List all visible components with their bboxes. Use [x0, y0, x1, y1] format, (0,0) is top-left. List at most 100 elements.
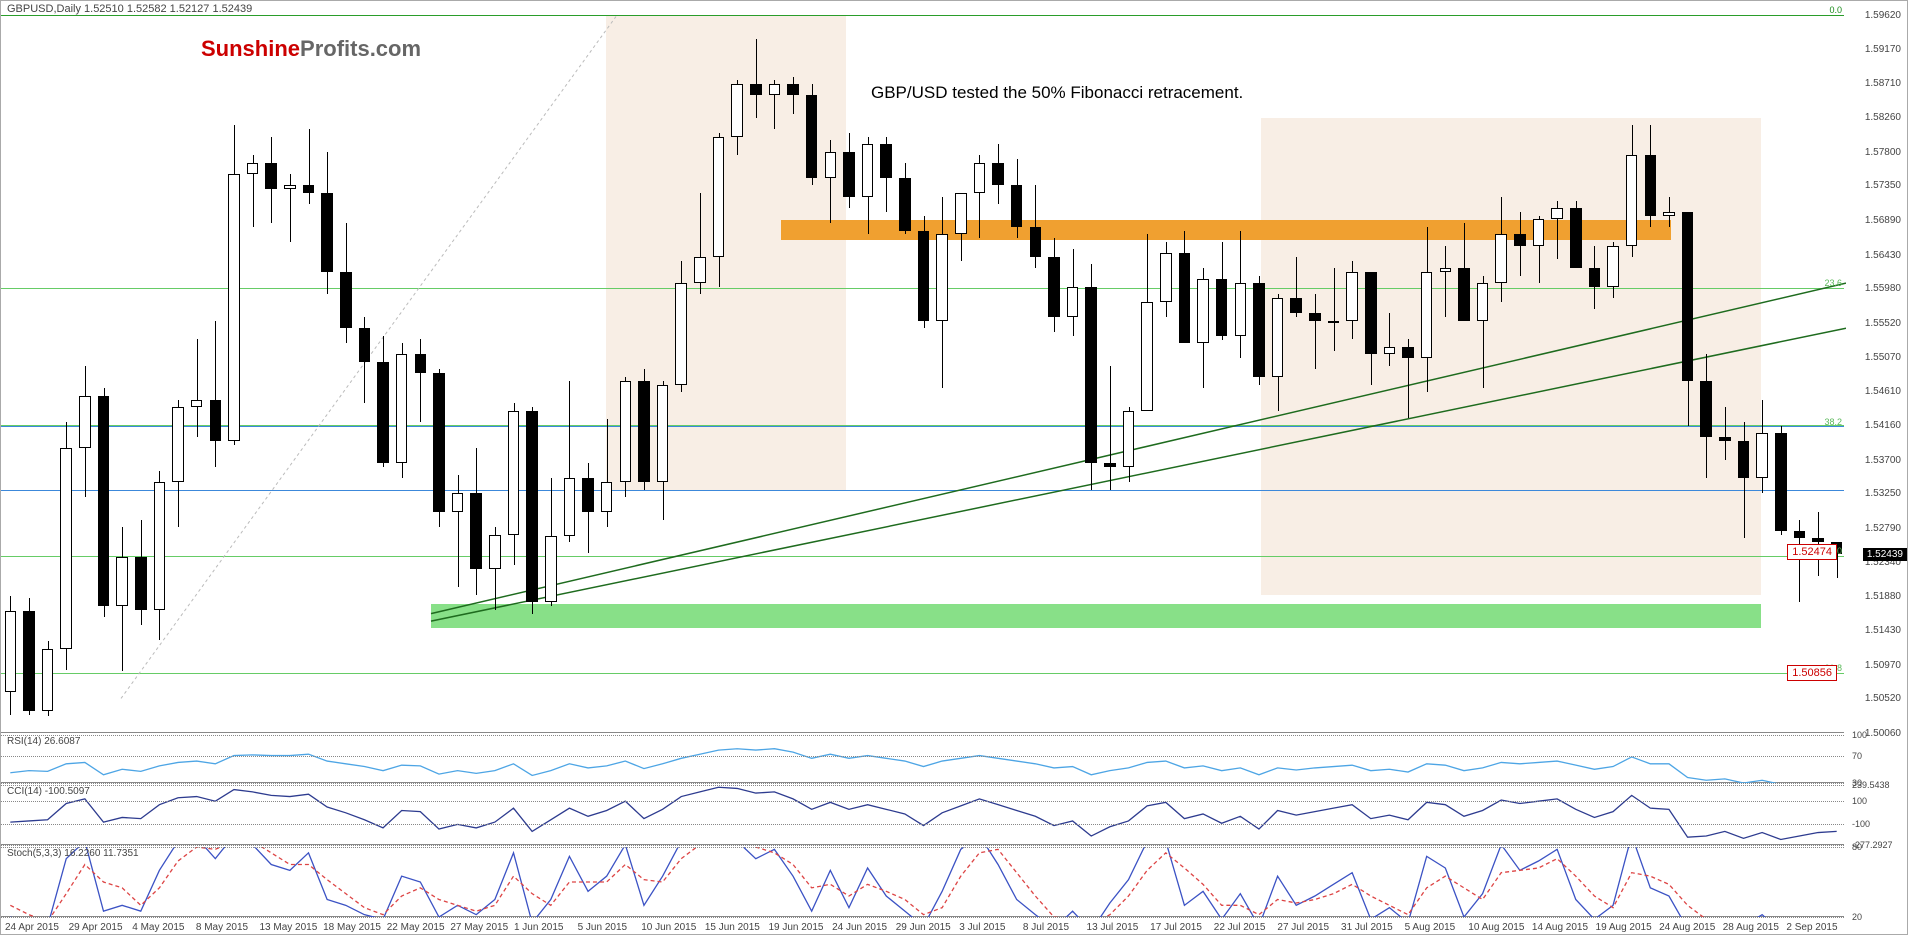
price-panel[interactable] [1, 15, 1844, 733]
indicator-level-line [1, 847, 1844, 848]
candle-wick [1110, 366, 1111, 490]
candle-body [135, 557, 147, 610]
candle-body [620, 381, 632, 482]
candle-body [1011, 185, 1023, 226]
fib-level-label: 0.0 [1829, 5, 1842, 15]
candle-body [228, 174, 240, 441]
candle-body [992, 163, 1004, 186]
price-tick: 1.58260 [1865, 112, 1901, 123]
indicator-label: Stoch(5,3,3) 16.2260 11.7351 [7, 848, 139, 859]
price-tick: 1.59170 [1865, 44, 1901, 55]
candle-body [265, 163, 277, 189]
indicator-level-label: 100 [1852, 730, 1867, 740]
indicator-level-label: 20 [1852, 912, 1862, 922]
indicator-level-label: 239.5438 [1852, 780, 1890, 790]
candle-body [470, 493, 482, 568]
candle-body [1197, 279, 1209, 343]
candle-body [1421, 272, 1433, 358]
date-tick: 19 Aug 2015 [1596, 922, 1652, 933]
candle-wick [1445, 246, 1446, 317]
candle-body [79, 396, 91, 449]
candle-body [1589, 268, 1601, 287]
candle-body [433, 373, 445, 512]
horizontal-line [1, 556, 1844, 557]
candle-body [172, 407, 184, 482]
candle-body [1216, 279, 1228, 335]
cci-panel[interactable]: CCI(14) -100.5097 [1, 785, 1844, 845]
highlight-zone [431, 604, 1761, 628]
date-tick: 22 Jul 2015 [1214, 922, 1266, 933]
candle-body [1253, 283, 1265, 377]
candle-body [1402, 347, 1414, 358]
date-axis: 24 Apr 201529 Apr 20154 May 20158 May 20… [1, 917, 1844, 934]
price-label-box: 1.50856 [1787, 665, 1837, 681]
price-tick: 1.57350 [1865, 180, 1901, 191]
date-tick: 28 Aug 2015 [1723, 922, 1779, 933]
candle-body [880, 144, 892, 178]
candle-wick [215, 321, 216, 467]
candle-body [247, 163, 259, 174]
date-tick: 1 Jun 2015 [514, 922, 564, 933]
candle-body [60, 448, 72, 649]
candle-body [452, 493, 464, 512]
candle-body [806, 95, 818, 178]
date-tick: 4 May 2015 [132, 922, 184, 933]
candle-body [42, 649, 54, 711]
candle-body [1440, 268, 1452, 272]
candle-body [1048, 257, 1060, 317]
date-tick: 29 Apr 2015 [69, 922, 123, 933]
candle-body [154, 482, 166, 610]
date-tick: 27 Jul 2015 [1277, 922, 1329, 933]
candle-body [396, 354, 408, 463]
date-tick: 8 Jul 2015 [1023, 922, 1069, 933]
horizontal-line [1, 426, 1844, 427]
candle-wick [309, 129, 310, 204]
candle-body [1179, 253, 1191, 343]
price-tick: 1.50970 [1865, 660, 1901, 671]
candle-body [1607, 246, 1619, 287]
candle-body [918, 231, 930, 321]
candle-body [564, 478, 576, 536]
candle-body [1551, 208, 1563, 219]
candle-body [638, 381, 650, 482]
stoch-panel[interactable]: Stoch(5,3,3) 16.2260 11.7351 [1, 847, 1844, 917]
price-tick: 1.54160 [1865, 420, 1901, 431]
candle-body [489, 535, 501, 569]
candle-wick [458, 475, 459, 588]
candle-body [284, 185, 296, 189]
candle-body [210, 400, 222, 441]
indicator-level-line [1, 824, 1844, 825]
candle-body [713, 137, 725, 257]
price-tick: 1.53700 [1865, 455, 1901, 466]
fib-level-label: 23.6 [1824, 278, 1842, 288]
candle-body [1290, 298, 1302, 313]
candle-body [5, 611, 17, 692]
candle-body [694, 257, 706, 283]
watermark: SunshineProfits.com [201, 36, 421, 62]
date-tick: 15 Jun 2015 [705, 922, 760, 933]
candle-wick [1334, 268, 1335, 351]
indicator-level-line [1, 783, 1844, 784]
candle-body [1272, 298, 1284, 377]
rsi-panel[interactable]: RSI(14) 26.6087 [1, 735, 1844, 783]
candle-body [1645, 155, 1657, 215]
date-tick: 24 Apr 2015 [5, 922, 59, 933]
horizontal-line [1, 490, 1844, 491]
candle-body [1365, 272, 1377, 355]
horizontal-line [1, 673, 1844, 674]
candle-body [415, 354, 427, 373]
candle-body [974, 163, 986, 193]
candle-body [955, 193, 967, 234]
candle-body [321, 193, 333, 272]
date-tick: 10 Jun 2015 [641, 922, 696, 933]
candle-body [1104, 463, 1116, 467]
price-tick: 1.55520 [1865, 318, 1901, 329]
candle-body [508, 411, 520, 535]
candle-wick [1725, 407, 1726, 460]
indicator-level-line [1, 735, 1844, 736]
candle-body [769, 84, 781, 95]
candle-body [1160, 253, 1172, 302]
watermark-domain: Profits.com [300, 36, 421, 61]
price-tick: 1.57800 [1865, 147, 1901, 158]
candle-body [1067, 287, 1079, 317]
